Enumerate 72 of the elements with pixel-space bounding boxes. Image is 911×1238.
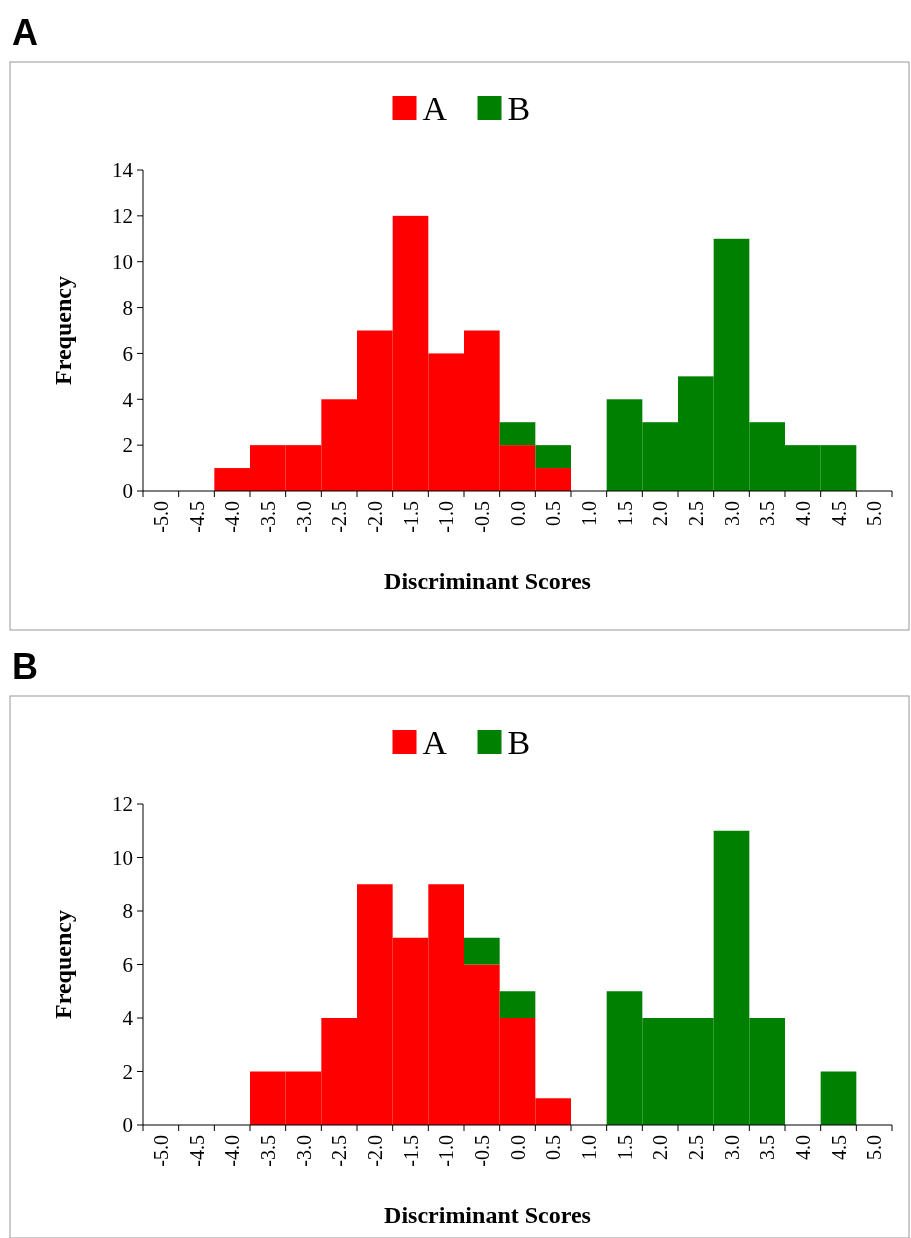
x-tick-label: 1.5 — [613, 501, 636, 526]
x-tick-label: -5.0 — [149, 1135, 172, 1167]
x-tick-label: 3.0 — [720, 1135, 743, 1160]
x-tick-label: 0.5 — [542, 501, 565, 526]
x-tick-label: -5.0 — [149, 501, 172, 533]
x-tick-label: 1.0 — [577, 1135, 600, 1160]
y-axis-title: Frequency — [50, 910, 76, 1019]
x-tick-label: 0.0 — [506, 501, 529, 526]
x-tick-label: -3.5 — [256, 501, 279, 533]
y-tick-label: 6 — [122, 952, 133, 977]
legend-label: B — [507, 723, 531, 761]
x-tick-label: 5.0 — [863, 1135, 886, 1160]
x-tick-label: 4.5 — [827, 1135, 850, 1160]
x-tick-label: -1.5 — [399, 501, 422, 533]
x-tick-label: 4.5 — [827, 501, 850, 526]
chart-title: A — [12, 12, 38, 53]
x-tick-label: 3.0 — [720, 501, 743, 526]
y-tick-label: 2 — [122, 433, 133, 458]
x-tick-label: 0.5 — [542, 1135, 565, 1160]
x-tick-label: -0.5 — [470, 501, 493, 533]
x-tick-label: -4.5 — [185, 1135, 208, 1167]
y-tick-label: 6 — [122, 341, 133, 366]
chart-title: B — [12, 646, 38, 687]
x-tick-label: -3.5 — [256, 1135, 279, 1167]
x-tick-label: -2.5 — [328, 1135, 351, 1167]
y-tick-label: 2 — [122, 1059, 133, 1084]
x-tick-label: -0.5 — [470, 1135, 493, 1167]
legend-label: A — [422, 89, 448, 127]
bar — [820, 1071, 857, 1125]
y-tick-label: 10 — [112, 845, 133, 870]
bar — [535, 445, 571, 469]
y-tick-label: 8 — [122, 899, 133, 924]
x-tick-label: -1.0 — [435, 501, 458, 533]
x-tick-label: -2.5 — [328, 501, 351, 533]
x-tick-label: -2.0 — [363, 501, 386, 533]
y-tick-label: 14 — [112, 158, 134, 183]
y-tick-label: 8 — [122, 295, 133, 320]
x-tick-label: 2.0 — [649, 1135, 672, 1160]
x-tick-label: -3.0 — [292, 501, 315, 533]
bar — [499, 422, 536, 446]
legend-label: B — [507, 89, 531, 127]
x-tick-label: -1.0 — [435, 1135, 458, 1167]
y-tick-label: 0 — [122, 1113, 133, 1138]
x-tick-label: 2.5 — [684, 501, 707, 526]
x-tick-label: -4.0 — [221, 1135, 244, 1167]
x-tick-label: 1.5 — [613, 1135, 636, 1160]
x-tick-label: -4.0 — [221, 501, 244, 533]
x-tick-label: 3.5 — [756, 1135, 779, 1160]
y-tick-label: 12 — [112, 204, 133, 229]
x-tick-label: -3.0 — [292, 1135, 315, 1167]
x-tick-label: -4.5 — [185, 501, 208, 533]
y-tick-label: 12 — [112, 792, 133, 817]
x-tick-label: 0.0 — [506, 1135, 529, 1160]
y-tick-label: 4 — [122, 1006, 134, 1031]
x-axis-title: Discriminant Scores — [384, 568, 591, 594]
y-tick-label: 0 — [122, 479, 133, 504]
y-tick-label: 10 — [112, 250, 133, 275]
x-tick-label: 5.0 — [863, 501, 886, 526]
x-tick-label: 4.0 — [791, 501, 814, 526]
legend-label: A — [422, 723, 448, 761]
y-tick-label: 4 — [122, 387, 134, 412]
bar — [499, 991, 536, 1018]
x-tick-label: 4.0 — [791, 1135, 814, 1160]
bar — [464, 937, 500, 965]
y-axis-title: Frequency — [50, 276, 76, 385]
x-tick-label: 3.5 — [756, 501, 779, 526]
x-tick-label: -1.5 — [399, 1135, 422, 1167]
x-tick-label: 2.0 — [649, 501, 672, 526]
x-tick-label: -2.0 — [363, 1135, 386, 1167]
x-axis-title: Discriminant Scores — [384, 1202, 591, 1228]
x-tick-label: 2.5 — [684, 1135, 707, 1160]
x-tick-label: 1.0 — [577, 501, 600, 526]
